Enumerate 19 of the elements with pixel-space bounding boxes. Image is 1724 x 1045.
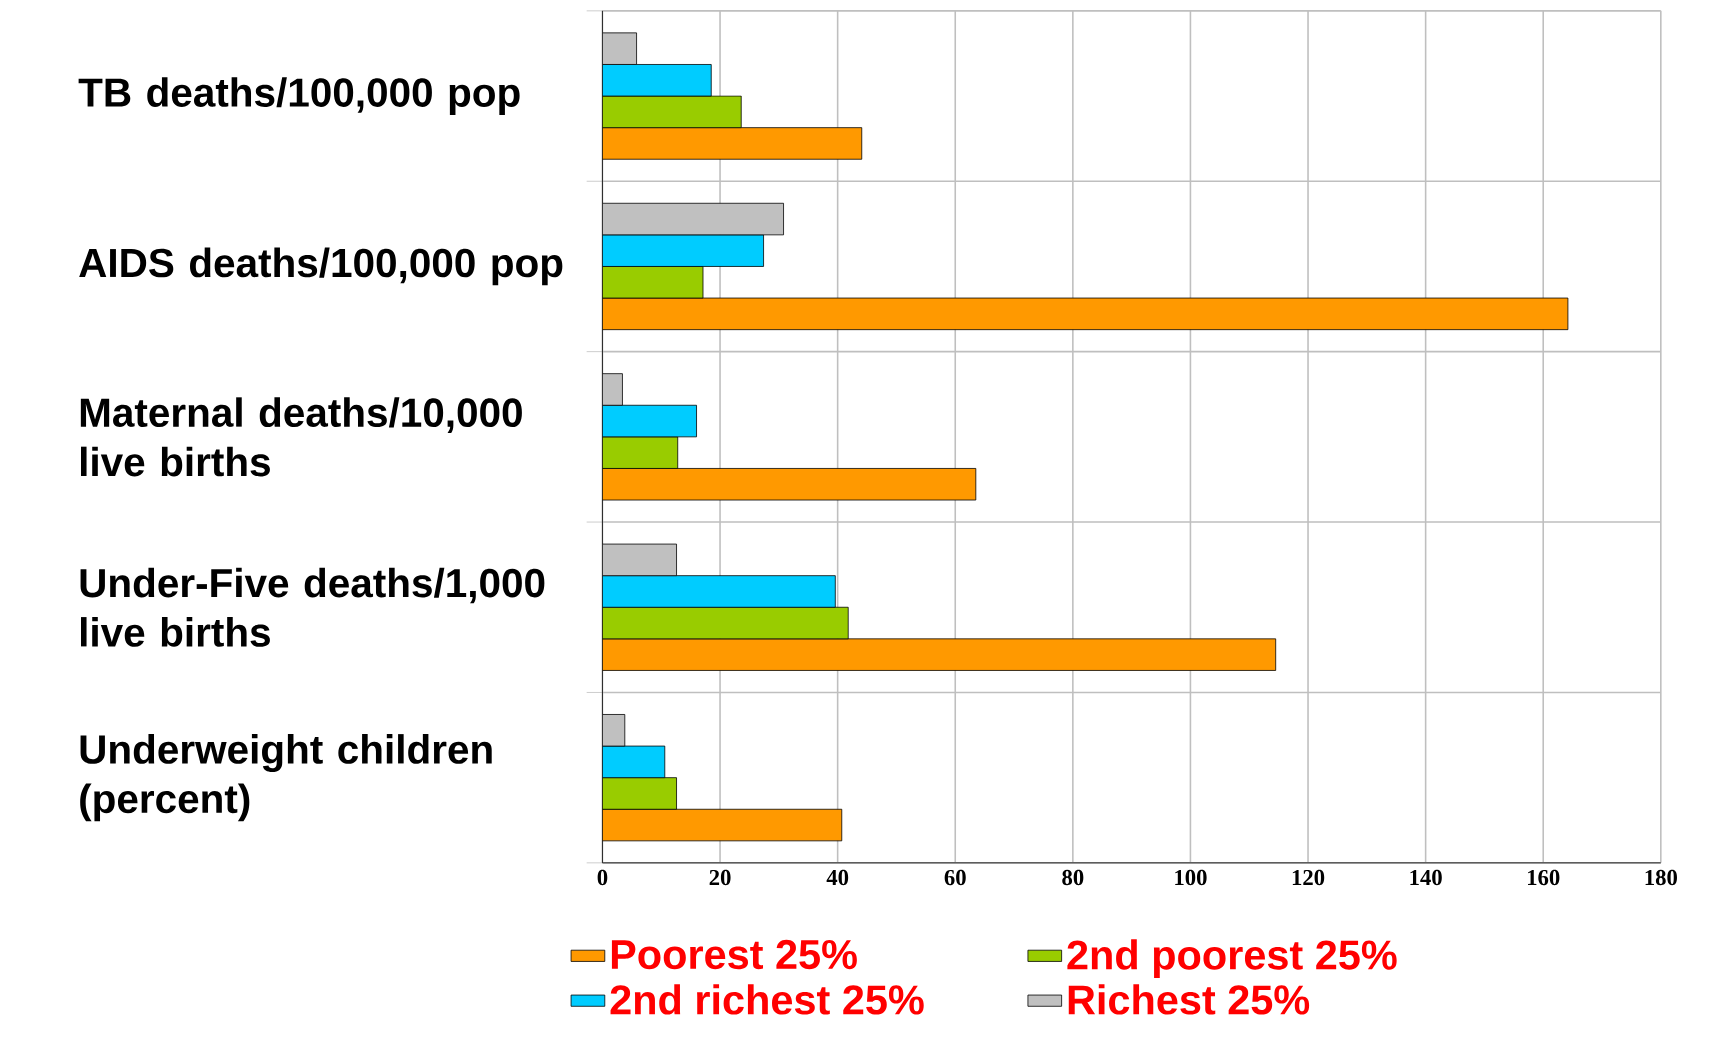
x-tick-label: 20: [709, 870, 731, 886]
y-tick-label: TB deaths/100,000 pop: [78, 77, 520, 116]
x-tick-label: 180: [1645, 870, 1677, 886]
y-tick-label: Maternal deaths/10,000 live births: [80, 397, 522, 477]
legend-label: Richest 25%: [1068, 984, 1310, 1015]
x-tick-label: 100: [1175, 870, 1207, 886]
legend-label: Poorest 25%: [611, 940, 857, 970]
x-tick-label: 120: [1292, 870, 1325, 886]
x-tick-label: 60: [944, 870, 966, 886]
legend-label: 2nd richest 25%: [610, 984, 924, 1015]
x-tick-label: 140: [1410, 870, 1442, 886]
x-tick-label: 160: [1528, 870, 1560, 886]
x-tick-label: 80: [1062, 870, 1084, 886]
x-tick-label: 40: [826, 870, 849, 886]
y-tick-label: Underweight children (percent): [80, 734, 492, 822]
y-tick-label: Under-Five deaths/1,000 live births: [80, 567, 545, 648]
x-tick-label: 0: [597, 870, 608, 886]
y-tick-label: AIDS deaths/100,000 pop: [79, 247, 563, 286]
legend-label: 2nd poorest 25%: [1067, 939, 1397, 979]
